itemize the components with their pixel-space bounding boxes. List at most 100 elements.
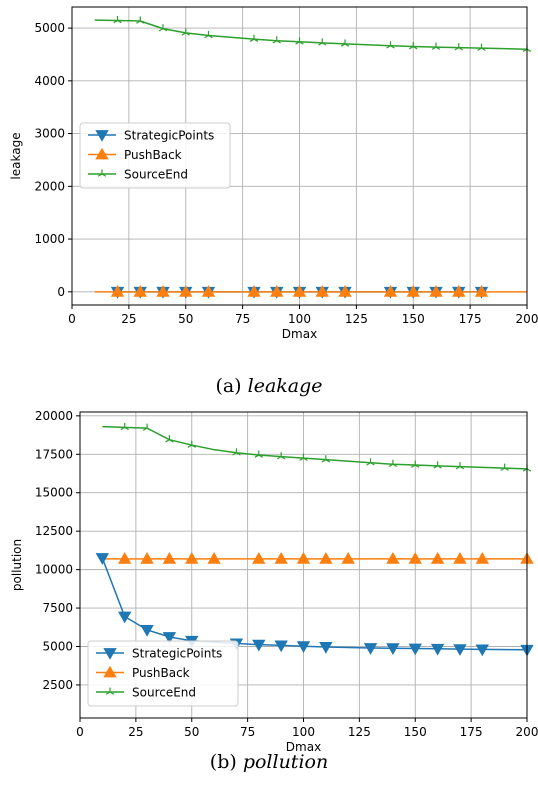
data-point-PushBack (274, 552, 288, 564)
x-tick-label: 100 (288, 312, 311, 326)
data-point-PushBack (315, 285, 329, 297)
data-point-PushBack (201, 285, 216, 297)
data-point-SourceEnd (366, 458, 375, 466)
data-point-StrategicPoints (118, 611, 132, 624)
data-point-SourceEnd (433, 461, 442, 469)
data-point-SourceEnd (165, 435, 174, 443)
legend-box (87, 640, 239, 707)
x-tick-label: 25 (128, 725, 143, 739)
x-tick-label: 25 (121, 312, 136, 326)
caption-text: pollution (243, 751, 328, 773)
data-point-SourceEnd (386, 41, 395, 49)
data-point-PushBack (383, 285, 398, 297)
data-point-PushBack (140, 552, 154, 564)
legend-label-PushBack: PushBack (124, 148, 182, 162)
data-point-SourceEnd (276, 452, 286, 460)
data-point-StrategicPoints (140, 624, 154, 637)
data-point-PushBack (207, 552, 221, 564)
y-tick-label: 5000 (34, 21, 65, 35)
x-tick-label: 200 (516, 725, 538, 739)
plot-area (94, 15, 532, 299)
y-tick-label: 7500 (42, 601, 73, 615)
data-point-StrategicPoints (95, 553, 110, 565)
data-point-SourceEnd (318, 38, 327, 46)
x-axis-label: Dmax (282, 327, 317, 341)
data-point-PushBack (296, 552, 311, 564)
data-point-SourceEnd (136, 16, 145, 24)
data-point-StrategicPoints (296, 641, 311, 653)
data-point-SourceEnd (321, 455, 331, 463)
x-tick-label: 175 (459, 312, 482, 326)
x-tick-label: 75 (235, 312, 250, 326)
data-point-SourceEnd (232, 448, 241, 456)
data-point-PushBack (319, 552, 333, 564)
data-point-StrategicPoints (475, 644, 489, 657)
data-point-PushBack (252, 552, 266, 564)
legend-marker-SourceEnd (105, 687, 115, 695)
caption-label: (a) (215, 375, 247, 397)
legend-label-SourceEnd: SourceEnd (132, 686, 196, 700)
legend-marker-SourceEnd (97, 169, 107, 177)
data-point-PushBack (429, 285, 443, 297)
y-tick-label: 2000 (34, 179, 65, 193)
data-point-PushBack (247, 285, 261, 297)
data-point-PushBack (185, 552, 199, 564)
x-tick-label: 150 (402, 312, 425, 326)
data-point-PushBack (453, 552, 467, 564)
data-point-PushBack (118, 552, 132, 564)
series-line-SourceEnd (94, 19, 528, 50)
legend-marker-StrategicPoints (95, 130, 109, 142)
data-point-PushBack (162, 552, 177, 564)
y-tick-label: 10000 (35, 563, 73, 577)
data-point-PushBack (179, 285, 193, 297)
data-point-SourceEnd (249, 34, 259, 42)
legend-label-StrategicPoints: StrategicPoints (132, 647, 222, 661)
x-tick-label: 0 (76, 725, 84, 739)
data-point-PushBack (341, 552, 355, 564)
y-axis-label: pollution (10, 539, 24, 591)
x-tick-label: 125 (348, 725, 371, 739)
data-point-StrategicPoints (274, 640, 288, 653)
x-tick-label: 200 (516, 312, 538, 326)
y-tick-label: 1000 (34, 232, 65, 246)
x-tick-label: 50 (178, 312, 193, 326)
data-point-StrategicPoints (252, 639, 266, 652)
data-point-PushBack (474, 285, 489, 297)
y-tick-label: 3000 (34, 127, 65, 141)
legend-marker-StrategicPoints (103, 648, 117, 660)
data-point-SourceEnd (272, 36, 281, 44)
data-point-SourceEnd (409, 42, 418, 50)
pollution-chart: 0 25 50 75 100 125 150 175 200 2500 5000 7500 10000 1… (10, 409, 538, 773)
y-tick-label: 0 (57, 285, 65, 299)
data-point-StrategicPoints (430, 643, 445, 656)
data-point-StrategicPoints (162, 632, 177, 644)
plot-area (95, 422, 534, 657)
data-point-SourceEnd (142, 423, 152, 431)
data-point-StrategicPoints (363, 643, 378, 655)
data-point-StrategicPoints (386, 643, 400, 655)
data-point-SourceEnd (187, 440, 196, 448)
data-point-SourceEnd (388, 459, 398, 468)
caption-text: leakage (248, 375, 323, 397)
legend-box (79, 122, 231, 189)
x-tick-label: 150 (404, 725, 427, 739)
data-point-PushBack (408, 552, 422, 564)
legend-label-SourceEnd: SourceEnd (124, 168, 188, 182)
data-point-PushBack (452, 285, 466, 297)
data-point-PushBack (110, 285, 125, 297)
y-tick-label: 15000 (35, 486, 73, 500)
y-axis-label: leakage (9, 132, 23, 179)
data-point-SourceEnd (254, 450, 263, 458)
legend: StrategicPoints PushBack SourceEnd (87, 640, 239, 707)
y-tick-label: 12500 (35, 524, 73, 538)
x-tick-label: 100 (292, 725, 315, 739)
data-point-PushBack (386, 552, 400, 564)
data-point-PushBack (133, 285, 147, 297)
legend: StrategicPoints PushBack SourceEnd (79, 122, 231, 189)
y-tick-label: 4000 (34, 74, 65, 88)
leakage-chart: 0 25 50 75 100 125 150 175 200010002000300040005… (9, 6, 538, 397)
data-point-PushBack (475, 552, 489, 564)
x-tick-label: 0 (68, 312, 76, 326)
x-axis-label: Dmax (286, 740, 321, 754)
